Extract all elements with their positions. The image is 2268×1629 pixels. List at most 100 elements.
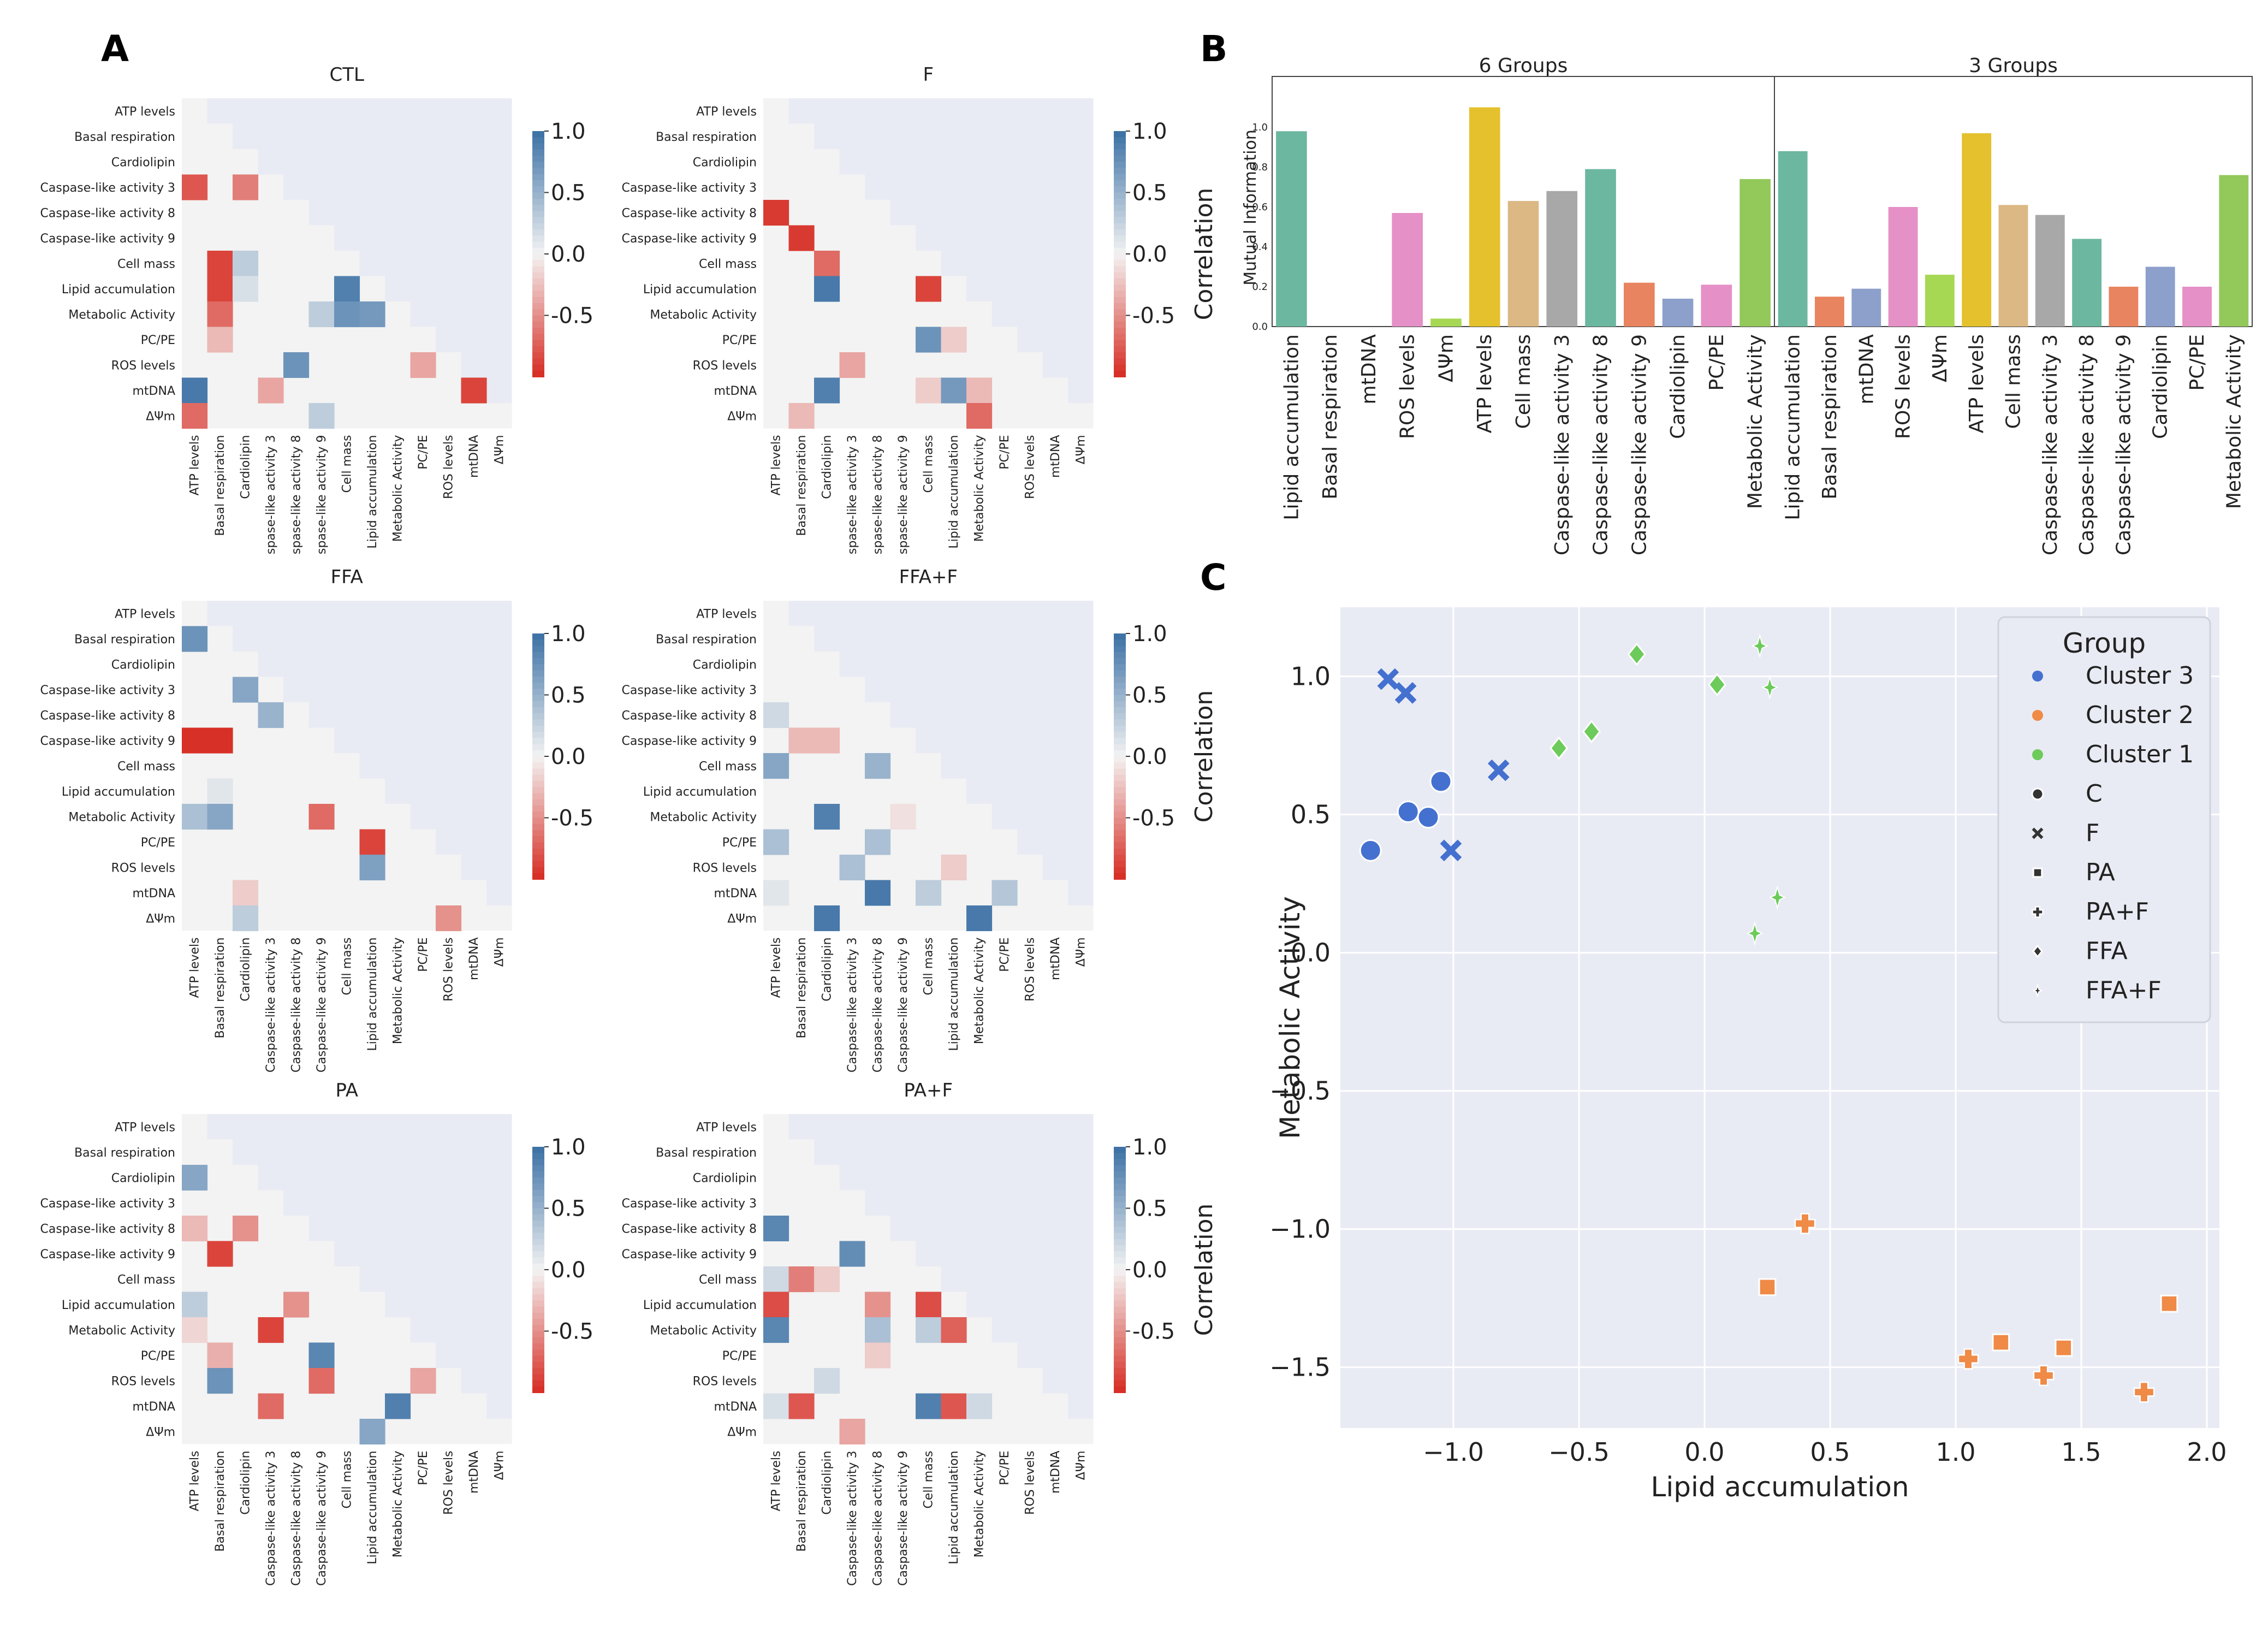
colorbar-segment xyxy=(532,799,544,806)
heatmap-row-label: ROS levels xyxy=(693,861,757,875)
colorbar-segment xyxy=(1114,137,1126,144)
heatmap-cell xyxy=(207,327,233,353)
colorbar-segment xyxy=(1114,1208,1126,1215)
subplot-title: 3 Groups xyxy=(1969,55,2058,77)
scatter-point xyxy=(1751,633,1768,659)
colorbar-segment xyxy=(532,676,544,683)
colorbar-segment xyxy=(1114,1233,1126,1240)
heatmap-cell xyxy=(258,702,284,728)
heatmap-cell xyxy=(763,1216,789,1242)
colorbar-segment xyxy=(1114,689,1126,696)
colorbar-segment xyxy=(532,309,544,316)
heatmap-cell xyxy=(182,174,208,200)
colorbar-segment xyxy=(532,645,544,653)
heatmap-lower-row xyxy=(182,1317,411,1343)
colorbar-segment xyxy=(532,1183,544,1190)
colorbar-segment xyxy=(1114,334,1126,341)
heatmap-row-label: Metabolic Activity xyxy=(68,810,175,824)
colorbar-segment xyxy=(532,364,544,371)
heatmap-cell xyxy=(258,377,284,404)
marker-x xyxy=(1394,682,1417,704)
scatter-point xyxy=(1359,839,1382,862)
heatmap-col-label: Cardiolipin xyxy=(239,435,252,499)
heatmap-col-label: Lipid accumulation xyxy=(947,938,961,1051)
colorbar-tick-label: 1.0 xyxy=(551,119,586,144)
heatmap-cell xyxy=(763,702,789,728)
heatmap-title: PA+F xyxy=(904,1080,953,1101)
marker-star xyxy=(1751,633,1768,659)
marker-circle xyxy=(1417,806,1440,829)
bar xyxy=(1739,179,1771,327)
heatmap-lower-row xyxy=(763,778,966,804)
heatmap-cell xyxy=(788,1393,815,1419)
heatmap-row-label: Metabolic Activity xyxy=(650,810,757,824)
colorbar-tick-label: 1.0 xyxy=(1132,621,1167,647)
legend-marker xyxy=(2032,983,2043,998)
colorbar-segment xyxy=(532,1257,544,1264)
colorbar-segment xyxy=(532,149,544,156)
colorbar-segment xyxy=(1114,241,1126,248)
scatter-point xyxy=(2160,1294,2178,1313)
heatmap-lower-row xyxy=(182,601,207,626)
heatmap-cell xyxy=(233,677,259,703)
colorbar-segment xyxy=(1114,1196,1126,1203)
scatter-point xyxy=(1417,806,1440,829)
legend-marker xyxy=(2032,906,2044,918)
colorbar-segment xyxy=(532,1300,544,1307)
heatmap-row-label: Lipid accumulation xyxy=(62,283,175,297)
heatmap-col-label: mtDNA xyxy=(1049,938,1062,981)
colorbar-segment xyxy=(1114,1189,1126,1196)
legend-label: Cluster 2 xyxy=(2086,701,2194,729)
heatmap-cell xyxy=(461,377,487,404)
colorbar-segment xyxy=(532,297,544,304)
heatmap-row-label: Cardiolipin xyxy=(693,156,757,169)
colorbar-segment xyxy=(532,701,544,708)
colorbar-segment xyxy=(532,830,544,837)
x-tick-label: 0.0 xyxy=(1684,1437,1724,1467)
colorbar-segment xyxy=(532,781,544,788)
colorbar-segment xyxy=(1114,346,1126,353)
colorbar-segment xyxy=(1114,1147,1126,1154)
heatmap-col-label: Caspase-like activity 9 xyxy=(315,1451,329,1586)
scatter-point xyxy=(2133,1381,2155,1403)
marker-square xyxy=(2032,867,2043,878)
colorbar-segment xyxy=(1114,787,1126,794)
bar xyxy=(2072,239,2102,327)
heatmap-title: FFA xyxy=(331,566,363,588)
scatter-point xyxy=(1768,885,1786,910)
colorbar-segment xyxy=(532,793,544,800)
heatmap-cell xyxy=(308,804,335,830)
colorbar-segment xyxy=(532,254,544,261)
heatmap-lower-row xyxy=(182,880,486,905)
heatmap-row-label: ATP levels xyxy=(115,105,175,119)
heatmap-row-label: Caspase-like activity 3 xyxy=(622,1197,757,1211)
colorbar-segment xyxy=(1114,1165,1126,1172)
heatmap-row-label: ROS levels xyxy=(693,1375,757,1388)
colorbar-segment xyxy=(532,260,544,267)
colorbar-segment xyxy=(1114,645,1126,653)
colorbar-segment xyxy=(1114,156,1126,163)
heatmap-row-label: mtDNA xyxy=(132,1400,175,1414)
colorbar-segment xyxy=(1114,1263,1126,1270)
heatmap-cell xyxy=(207,251,233,277)
colorbar-segment xyxy=(532,713,544,720)
heatmap-cell xyxy=(941,1393,967,1419)
colorbar-segment xyxy=(1114,738,1126,745)
colorbar-segment xyxy=(532,1171,544,1178)
heatmap-lower-row xyxy=(763,98,789,124)
heatmap-col-label: PC/PE xyxy=(998,938,1012,972)
heatmap-col-label: Basal respiration xyxy=(213,435,227,536)
heatmap-cell xyxy=(991,880,1018,906)
heatmap-row-label: PC/PE xyxy=(141,334,175,347)
heatmap-lower-row xyxy=(182,702,309,728)
bar-subplot: 6 Groups Lipid accumulation Basal respirat… xyxy=(1272,55,1775,555)
heatmap-row-label: ATP levels xyxy=(696,105,757,119)
heatmap-col-label: mtDNA xyxy=(467,938,481,981)
colorbar-segment xyxy=(1114,664,1126,671)
heatmap-col-label: ATP levels xyxy=(188,435,201,496)
heatmap-lower-row xyxy=(182,403,512,429)
legend-swatch xyxy=(2032,749,2043,760)
colorbar-tick-label: 0.0 xyxy=(1132,1258,1167,1283)
scatter-point xyxy=(2055,1338,2073,1357)
scatter-point xyxy=(1992,1333,2010,1352)
